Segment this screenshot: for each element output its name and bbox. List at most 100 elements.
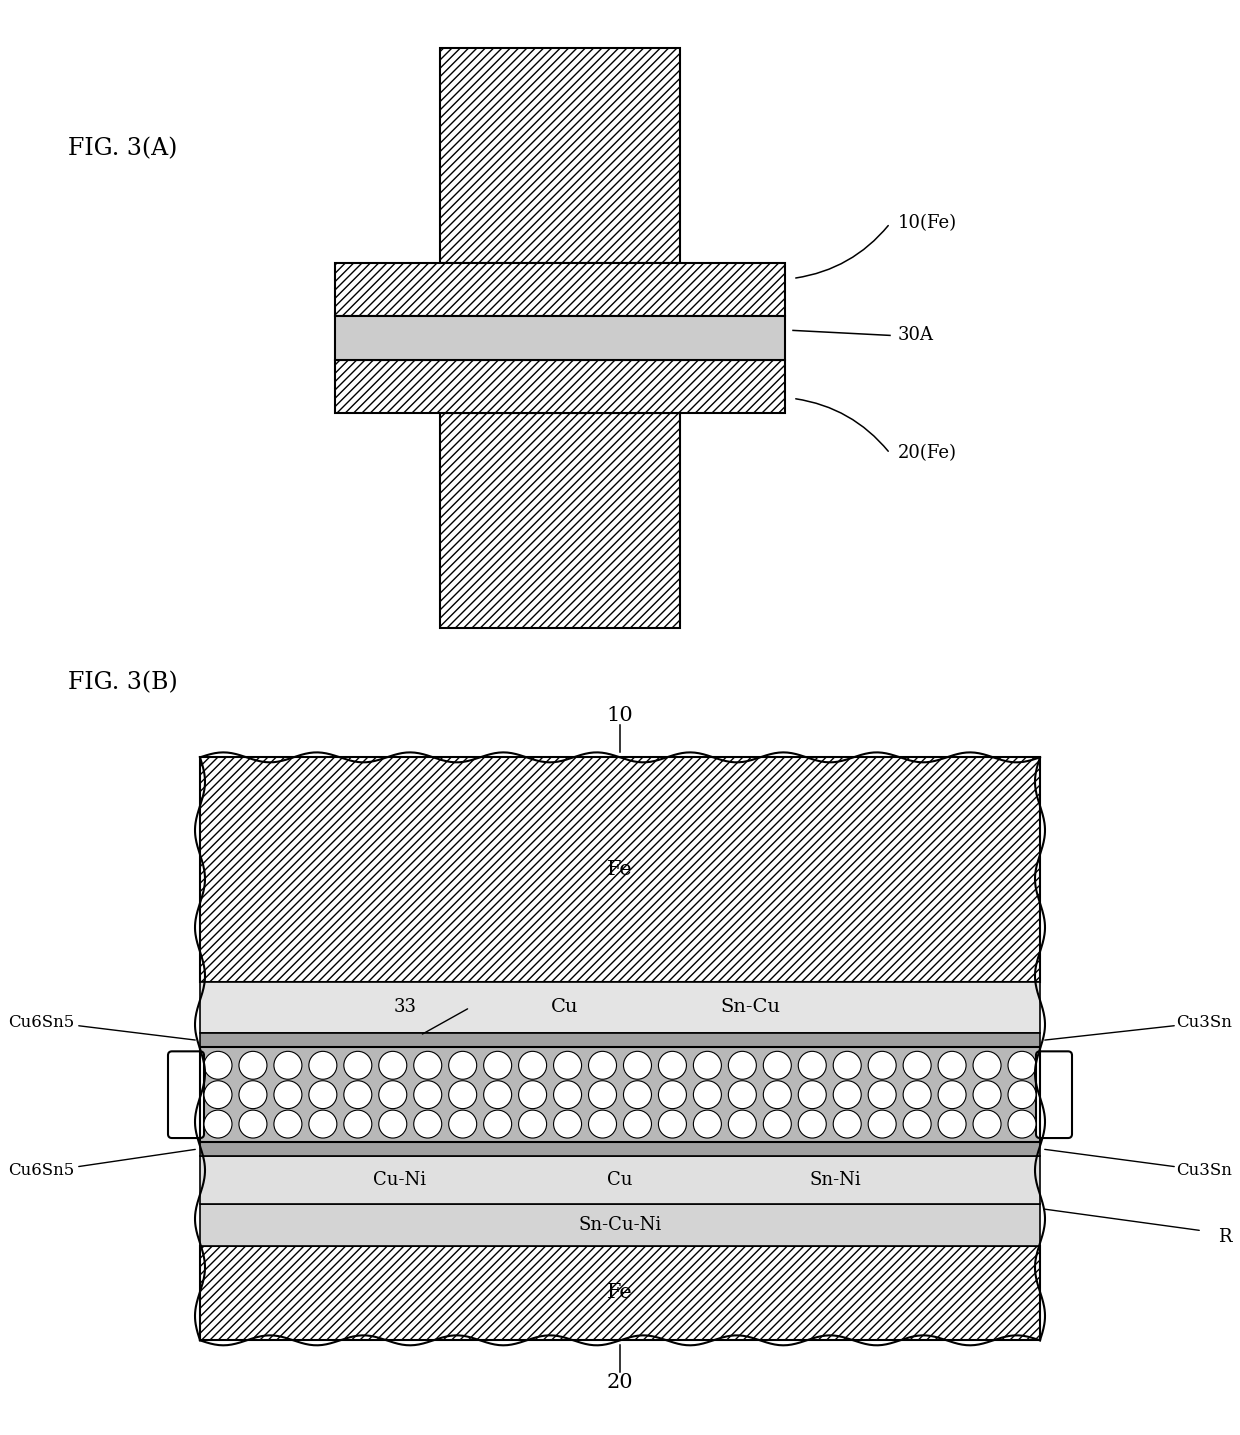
Circle shape	[589, 1111, 616, 1138]
Circle shape	[484, 1052, 512, 1079]
Text: Cu: Cu	[552, 999, 579, 1016]
Circle shape	[518, 1081, 547, 1109]
Circle shape	[309, 1081, 337, 1109]
Text: Sn-Ni: Sn-Ni	[810, 1171, 861, 1188]
Circle shape	[868, 1081, 897, 1109]
Circle shape	[239, 1081, 267, 1109]
Circle shape	[868, 1052, 897, 1079]
Text: 30A: 30A	[898, 326, 934, 344]
Circle shape	[378, 1081, 407, 1109]
Polygon shape	[200, 1033, 1040, 1048]
Circle shape	[449, 1111, 476, 1138]
Text: Sn-Cu-Ni: Sn-Cu-Ni	[578, 1215, 662, 1234]
Circle shape	[658, 1052, 687, 1079]
Circle shape	[205, 1111, 232, 1138]
Circle shape	[728, 1052, 756, 1079]
Circle shape	[903, 1081, 931, 1109]
FancyBboxPatch shape	[167, 1052, 205, 1138]
Circle shape	[903, 1111, 931, 1138]
Circle shape	[414, 1111, 441, 1138]
Circle shape	[589, 1081, 616, 1109]
Circle shape	[239, 1052, 267, 1079]
Text: 33: 33	[393, 999, 417, 1016]
Text: R: R	[1219, 1228, 1233, 1246]
Circle shape	[973, 1081, 1001, 1109]
Polygon shape	[440, 413, 680, 629]
FancyBboxPatch shape	[1035, 1052, 1073, 1138]
Circle shape	[484, 1111, 512, 1138]
Circle shape	[658, 1111, 687, 1138]
Circle shape	[799, 1052, 826, 1079]
Circle shape	[589, 1052, 616, 1079]
Circle shape	[693, 1081, 722, 1109]
Text: Cu6Sn5: Cu6Sn5	[7, 1162, 74, 1180]
Polygon shape	[200, 1157, 1040, 1204]
Circle shape	[764, 1081, 791, 1109]
Circle shape	[378, 1111, 407, 1138]
Polygon shape	[200, 1048, 1040, 1142]
Text: FIG. 3(B): FIG. 3(B)	[68, 672, 177, 695]
Circle shape	[343, 1052, 372, 1079]
Circle shape	[764, 1052, 791, 1079]
Circle shape	[343, 1081, 372, 1109]
Text: FIG. 3(A): FIG. 3(A)	[68, 136, 177, 159]
Circle shape	[939, 1081, 966, 1109]
Circle shape	[274, 1081, 301, 1109]
Circle shape	[553, 1111, 582, 1138]
Circle shape	[1008, 1052, 1035, 1079]
Text: 10(Fe): 10(Fe)	[898, 214, 957, 232]
Circle shape	[274, 1052, 301, 1079]
Circle shape	[903, 1052, 931, 1079]
Circle shape	[553, 1081, 582, 1109]
Circle shape	[624, 1052, 651, 1079]
Circle shape	[239, 1111, 267, 1138]
Text: Cu: Cu	[608, 1171, 632, 1188]
Circle shape	[414, 1052, 441, 1079]
Text: Cu3Sn: Cu3Sn	[1176, 1015, 1233, 1030]
Circle shape	[378, 1052, 407, 1079]
Circle shape	[309, 1111, 337, 1138]
Circle shape	[484, 1081, 512, 1109]
Circle shape	[799, 1081, 826, 1109]
Text: Sn-Cu: Sn-Cu	[720, 999, 780, 1016]
Circle shape	[973, 1111, 1001, 1138]
Circle shape	[624, 1111, 651, 1138]
Circle shape	[309, 1052, 337, 1079]
Circle shape	[449, 1081, 476, 1109]
Circle shape	[693, 1052, 722, 1079]
Polygon shape	[200, 1142, 1040, 1157]
Circle shape	[205, 1052, 232, 1079]
Polygon shape	[335, 316, 785, 360]
Circle shape	[343, 1111, 372, 1138]
Circle shape	[1008, 1081, 1035, 1109]
Polygon shape	[335, 264, 785, 316]
Circle shape	[449, 1052, 476, 1079]
Circle shape	[553, 1052, 582, 1079]
Circle shape	[799, 1111, 826, 1138]
Circle shape	[728, 1081, 756, 1109]
Circle shape	[868, 1111, 897, 1138]
Circle shape	[833, 1081, 862, 1109]
Text: 20(Fe): 20(Fe)	[898, 445, 957, 462]
Circle shape	[728, 1111, 756, 1138]
Circle shape	[973, 1052, 1001, 1079]
Text: Fe: Fe	[608, 1283, 632, 1303]
Polygon shape	[200, 758, 1040, 982]
Circle shape	[274, 1111, 301, 1138]
Circle shape	[414, 1081, 441, 1109]
Circle shape	[658, 1081, 687, 1109]
Text: 20: 20	[606, 1373, 634, 1392]
Circle shape	[939, 1111, 966, 1138]
Text: Cu3Sn: Cu3Sn	[1176, 1162, 1233, 1180]
Circle shape	[693, 1111, 722, 1138]
Circle shape	[624, 1081, 651, 1109]
Circle shape	[764, 1111, 791, 1138]
Text: Fe: Fe	[608, 860, 632, 880]
Text: Cu-Ni: Cu-Ni	[373, 1171, 427, 1188]
Text: Cu6Sn5: Cu6Sn5	[7, 1015, 74, 1030]
Polygon shape	[200, 1246, 1040, 1340]
Circle shape	[518, 1111, 547, 1138]
Circle shape	[205, 1081, 232, 1109]
Polygon shape	[440, 49, 680, 264]
Text: 10: 10	[606, 706, 634, 725]
